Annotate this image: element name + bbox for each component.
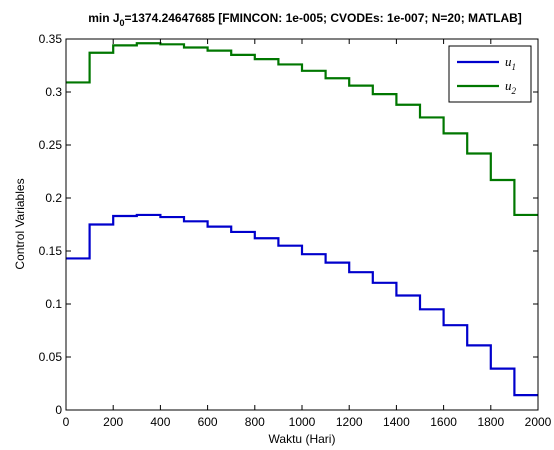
x-tick-label: 1000 xyxy=(289,415,316,429)
legend-label-main: u xyxy=(505,78,512,93)
x-tick-label: 1800 xyxy=(477,415,504,429)
y-tick-label: 0.3 xyxy=(45,85,62,99)
series-line-u1 xyxy=(66,213,538,397)
y-tick-label: 0 xyxy=(55,403,62,417)
legend-box xyxy=(448,45,532,103)
x-axis-label: Waktu (Hari) xyxy=(269,432,336,446)
y-tick-label: 0.25 xyxy=(39,138,63,152)
title-prefix: min J xyxy=(88,11,119,25)
y-axis-label: Control Variables xyxy=(13,178,27,269)
legend-label: u1 xyxy=(505,54,516,72)
chart-title: min J0=1374.24647685 [FMINCON: 1e-005; C… xyxy=(88,11,522,28)
x-tick-label: 0 xyxy=(63,415,70,429)
x-tick-label: 800 xyxy=(245,415,265,429)
x-tick-label: 200 xyxy=(103,415,123,429)
x-tick-label: 1400 xyxy=(383,415,410,429)
title-subscript: 0 xyxy=(120,18,125,28)
legend-label-sub: 1 xyxy=(512,62,517,72)
series-line-u2 xyxy=(66,42,538,217)
y-tick-label: 0.2 xyxy=(45,191,62,205)
x-tick-label: 2000 xyxy=(525,415,552,429)
x-tick-label: 1200 xyxy=(336,415,363,429)
x-tick-label: 400 xyxy=(150,415,170,429)
y-tick-label: 0.05 xyxy=(39,350,63,364)
y-tick-label: 0.35 xyxy=(39,32,63,46)
x-tick-label: 600 xyxy=(198,415,218,429)
series-layer xyxy=(66,42,538,397)
legend-label: u2 xyxy=(505,78,517,96)
y-tick-label: 0.1 xyxy=(45,297,62,311)
legend-label-main: u xyxy=(505,54,512,69)
title-rest: =1374.24647685 [FMINCON: 1e-005; CVODEs:… xyxy=(125,11,522,25)
ticks-layer: 0 200 400 600 800 1000 1200 1400 1600 1800 2000 0 0.… xyxy=(39,32,552,429)
x-tick-label: 1600 xyxy=(430,415,457,429)
y-tick-label: 0.15 xyxy=(39,244,63,258)
legend-label-sub: 2 xyxy=(512,86,517,96)
